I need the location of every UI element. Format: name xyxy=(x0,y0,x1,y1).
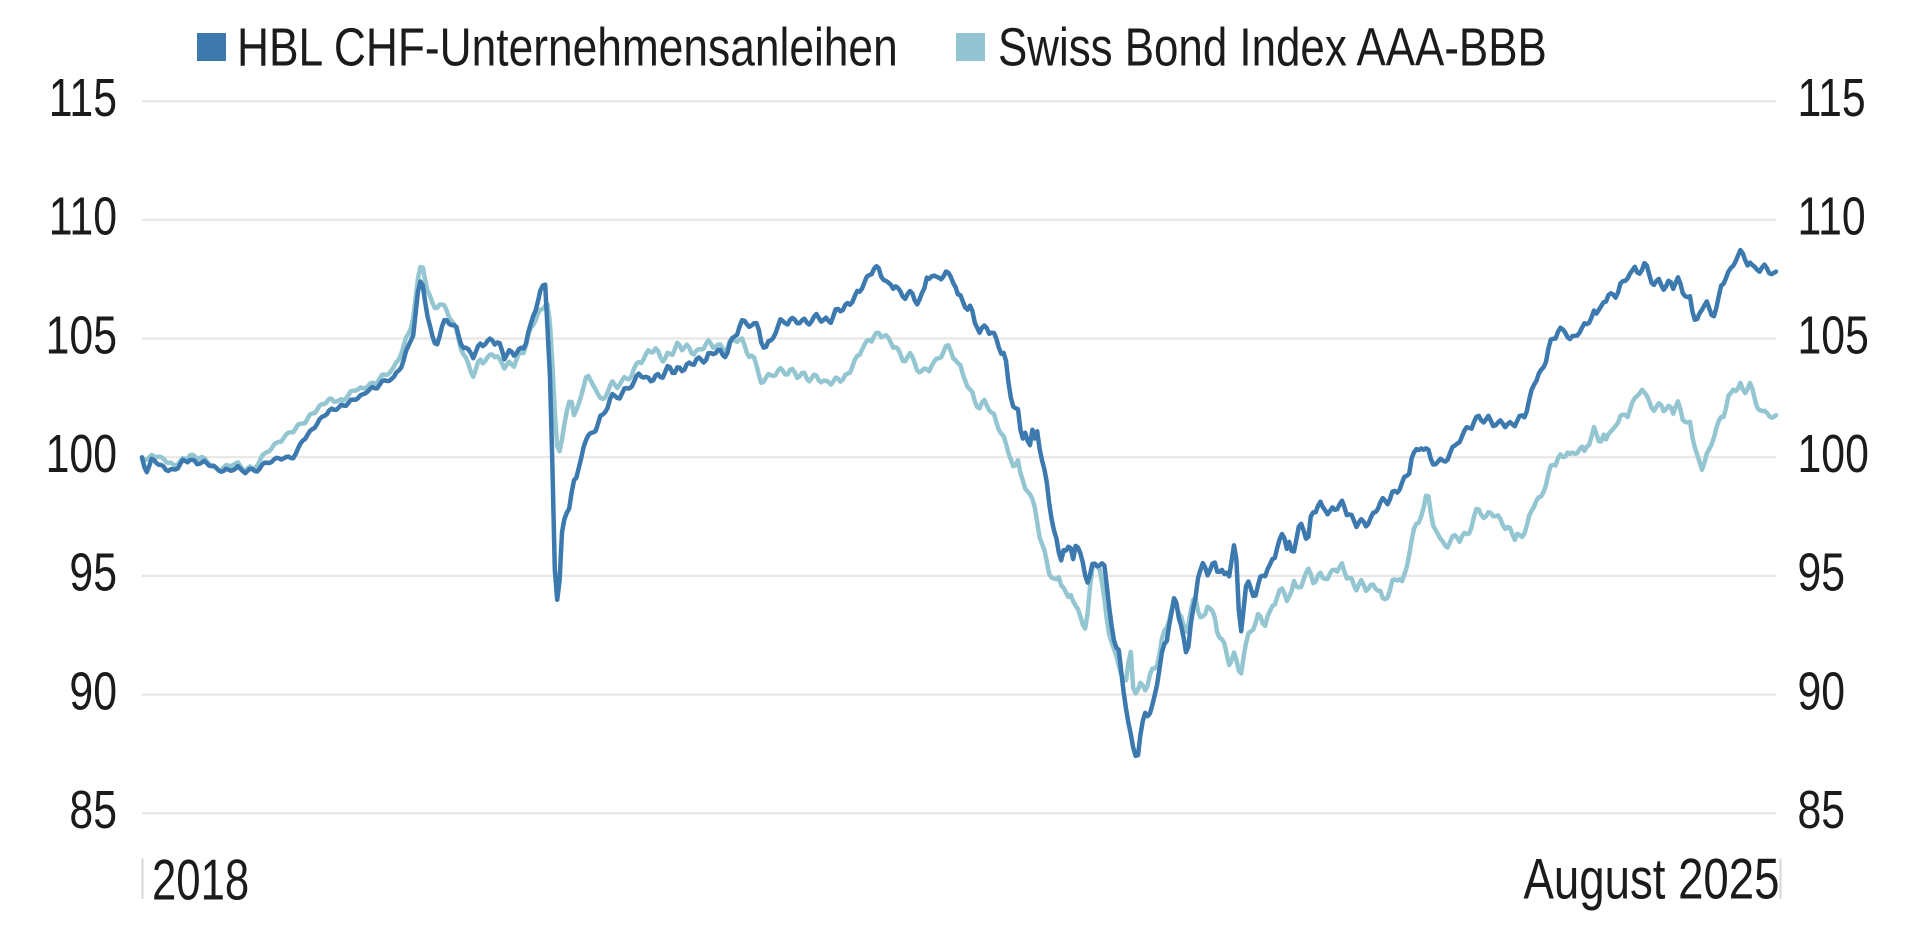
svg-text:95: 95 xyxy=(1798,543,1846,603)
svg-text:2018: 2018 xyxy=(152,847,249,911)
svg-text:Swiss Bond Index AAA-BBB: Swiss Bond Index AAA-BBB xyxy=(998,18,1547,77)
svg-text:100: 100 xyxy=(46,425,117,485)
svg-text:85: 85 xyxy=(69,781,117,841)
svg-text:HBL CHF-Unternehmensanleihen: HBL CHF-Unternehmensanleihen xyxy=(237,18,898,78)
svg-text:90: 90 xyxy=(69,662,117,722)
svg-text:115: 115 xyxy=(1798,69,1866,129)
svg-text:105: 105 xyxy=(46,306,117,366)
svg-text:100: 100 xyxy=(1798,425,1869,485)
svg-text:115: 115 xyxy=(49,69,117,129)
svg-text:August 2025: August 2025 xyxy=(1523,847,1779,911)
svg-text:105: 105 xyxy=(1798,306,1869,366)
svg-text:110: 110 xyxy=(1798,187,1866,247)
svg-text:90: 90 xyxy=(1798,662,1846,722)
svg-text:85: 85 xyxy=(1798,781,1846,841)
svg-text:110: 110 xyxy=(49,187,117,247)
svg-text:95: 95 xyxy=(69,543,117,603)
